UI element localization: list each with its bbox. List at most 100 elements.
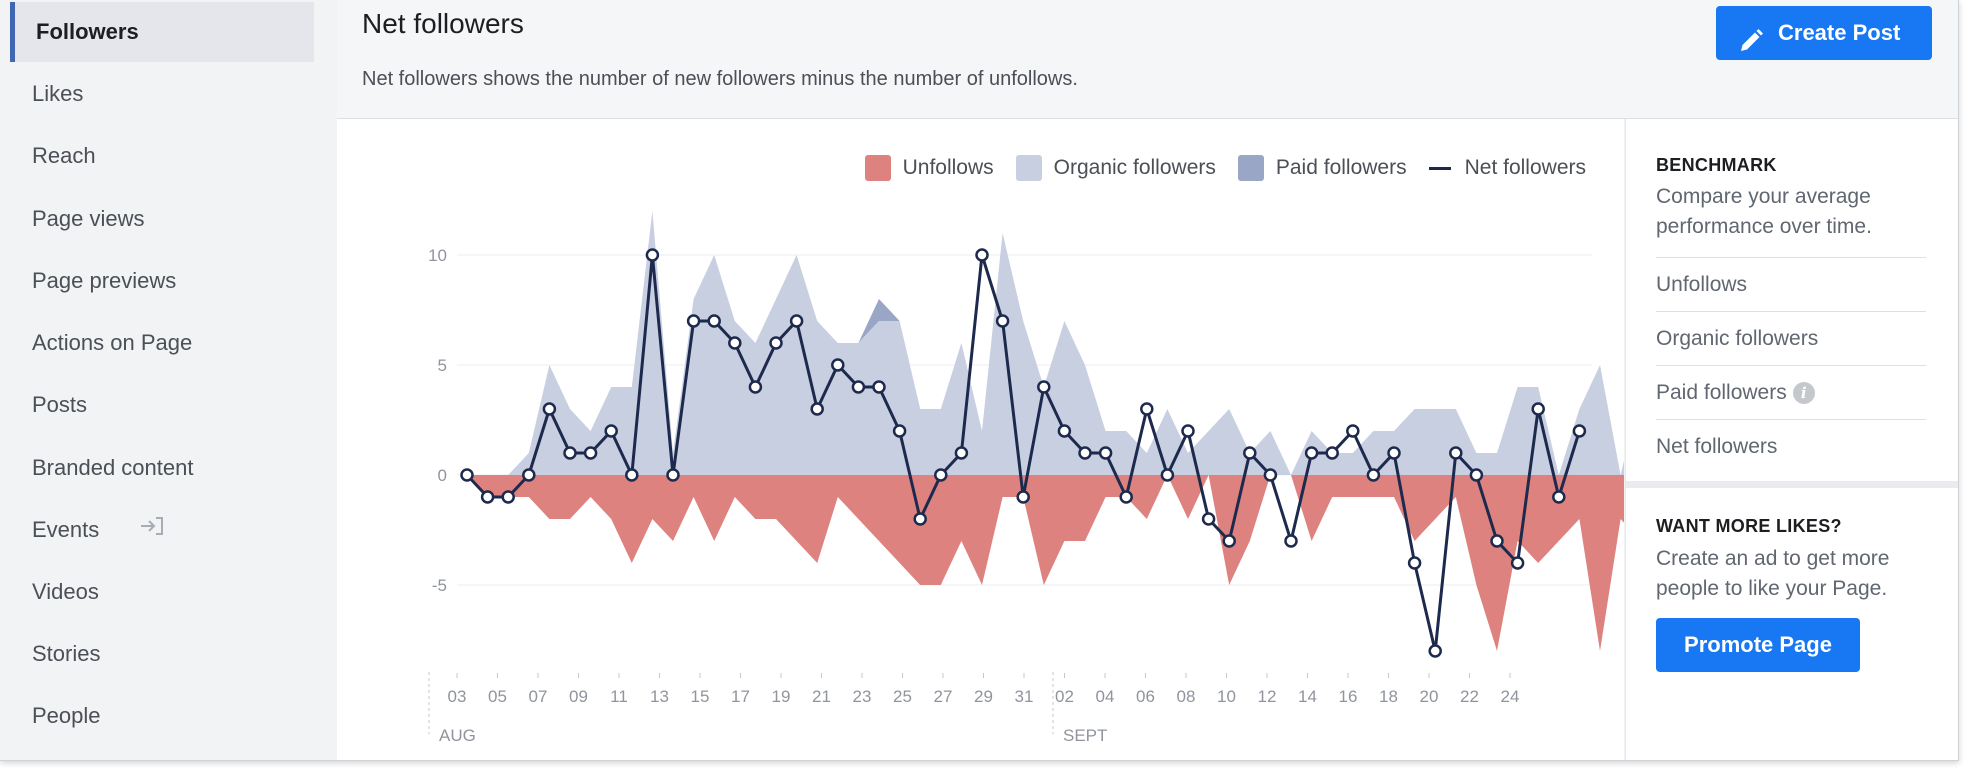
- sidebar-item-label: Events: [32, 517, 100, 542]
- chart-legend: Unfollows Organic followers Paid followe…: [843, 155, 1586, 181]
- x-tick-label: 21: [812, 687, 831, 706]
- benchmark-item-label: Organic followers: [1656, 327, 1819, 350]
- sidebar-item-actions-on-page[interactable]: Actions on Page: [10, 313, 314, 373]
- x-tick-label: 07: [529, 687, 548, 706]
- benchmark-item-label: Paid followers: [1656, 381, 1787, 404]
- sidebar-item-people[interactable]: People: [10, 686, 314, 746]
- legend-label: Paid followers: [1275, 156, 1407, 179]
- net-followers-point: [1387, 446, 1401, 460]
- divider: [1626, 481, 1958, 488]
- legend-swatch-organic: [1015, 155, 1042, 181]
- net-followers-point: [1119, 490, 1133, 504]
- sidebar-item-events[interactable]: Events: [10, 500, 314, 560]
- create-post-button[interactable]: Create Post: [1716, 6, 1932, 60]
- legend-item-paid[interactable]: Paid followers: [1237, 155, 1407, 181]
- sidebar-item-videos[interactable]: Videos: [10, 562, 314, 622]
- sidebar-item-page-previews[interactable]: Page previews: [10, 251, 314, 311]
- x-tick-label: 11: [610, 687, 628, 706]
- legend-swatch-unfollows: [864, 155, 891, 181]
- benchmark-item-net-followers[interactable]: Net followers: [1656, 419, 1926, 473]
- net-followers-point: [831, 358, 845, 372]
- net-followers-point: [728, 336, 742, 350]
- net-followers-point: [1243, 446, 1257, 460]
- x-tick-label: 13: [650, 687, 669, 706]
- net-followers-point: [872, 380, 886, 394]
- sidebar-item-stories[interactable]: Stories: [10, 624, 314, 684]
- sidebar-nav: Followers Likes Reach Page views Page pr…: [0, 0, 336, 760]
- net-followers-point: [789, 314, 804, 328]
- net-followers-point: [995, 314, 1010, 328]
- more-likes-title: WANT MORE LIKES?: [1656, 516, 1842, 536]
- info-icon[interactable]: i: [1792, 382, 1815, 405]
- net-followers-point: [975, 248, 989, 262]
- net-followers-point: [522, 468, 536, 482]
- sidebar-item-label: Posts: [32, 392, 88, 417]
- sidebar-item-label: Reach: [32, 143, 96, 168]
- net-followers-point: [851, 380, 866, 394]
- unfollows-area: [467, 475, 1624, 651]
- sidebar-item-likes[interactable]: Likes: [10, 64, 314, 124]
- net-followers-point: [810, 402, 824, 416]
- y-tick-label: 5: [438, 356, 447, 375]
- sidebar-item-followers[interactable]: Followers: [10, 2, 314, 62]
- promote-page-button[interactable]: Promote Page: [1656, 618, 1860, 672]
- net-followers-point: [666, 468, 680, 482]
- benchmark-title: BENCHMARK: [1656, 155, 1777, 175]
- x-tick-label: 08: [1177, 687, 1196, 706]
- legend-label: Net followers: [1464, 156, 1586, 179]
- y-tick-label: 0: [438, 466, 447, 485]
- legend-item-unfollows[interactable]: Unfollows: [864, 155, 994, 181]
- x-tick-label: 10: [1217, 687, 1236, 706]
- legend-label: Organic followers: [1053, 156, 1216, 179]
- sidebar-item-label: Branded content: [32, 455, 194, 480]
- net-followers-point: [542, 402, 557, 416]
- net-followers-point: [1346, 424, 1360, 438]
- benchmark-item-unfollows[interactable]: Unfollows: [1656, 257, 1926, 311]
- net-followers-point: [1366, 468, 1381, 482]
- x-tick-label: 06: [1136, 687, 1155, 706]
- y-tick-label: 10: [428, 246, 447, 265]
- x-tick-label: 04: [1096, 687, 1115, 706]
- net-followers-point: [1160, 468, 1175, 482]
- net-followers-point: [1325, 446, 1339, 460]
- net-followers-point: [1201, 512, 1216, 526]
- net-followers-point: [1098, 446, 1113, 460]
- sidebar-item-posts[interactable]: Posts: [10, 375, 314, 435]
- y-tick-label: -5: [432, 576, 447, 595]
- net-followers-point: [563, 446, 577, 460]
- net-followers-point: [1181, 424, 1195, 438]
- sidebar-item-label: Page previews: [32, 268, 177, 293]
- net-followers-point: [625, 468, 639, 482]
- sidebar-item-label: Page views: [32, 206, 145, 231]
- net-followers-point: [1078, 446, 1092, 460]
- net-followers-point: [934, 468, 948, 482]
- legend-item-organic[interactable]: Organic followers: [1015, 155, 1216, 181]
- benchmark-item-organic-followers[interactable]: Organic followers: [1656, 311, 1926, 365]
- net-followers-point: [480, 490, 495, 504]
- benchmark-item-paid-followers[interactable]: Paid followers i: [1656, 365, 1926, 419]
- legend-swatch-paid: [1237, 155, 1264, 181]
- net-followers-point: [1407, 556, 1422, 570]
- net-followers-point: [501, 490, 515, 504]
- x-tick-label: 29: [974, 687, 993, 706]
- sidebar-item-label: People: [32, 703, 101, 728]
- month-label: AUG: [439, 726, 476, 745]
- x-tick-label: 27: [934, 687, 953, 706]
- x-tick-label: 15: [691, 687, 710, 706]
- sidebar-item-page-views[interactable]: Page views: [10, 189, 314, 249]
- x-tick-label: 20: [1420, 687, 1439, 706]
- net-followers-point: [707, 314, 721, 328]
- benchmark-item-label: Unfollows: [1656, 273, 1748, 296]
- x-tick-label: 16: [1339, 687, 1358, 706]
- x-tick-label: 05: [488, 687, 507, 706]
- enter-arrow-icon: [139, 501, 165, 561]
- sidebar-item-reach[interactable]: Reach: [10, 126, 314, 186]
- net-followers-point: [892, 424, 907, 438]
- sidebar-item-branded-content[interactable]: Branded content: [10, 438, 314, 498]
- net-followers-point: [1284, 534, 1298, 548]
- net-followers-point: [645, 248, 660, 262]
- sidebar-item-label: Videos: [32, 579, 99, 604]
- more-likes-description: Create an ad to get more people to like …: [1656, 547, 1890, 600]
- legend-swatch-net: [1428, 166, 1451, 170]
- legend-item-net[interactable]: Net followers: [1428, 156, 1586, 180]
